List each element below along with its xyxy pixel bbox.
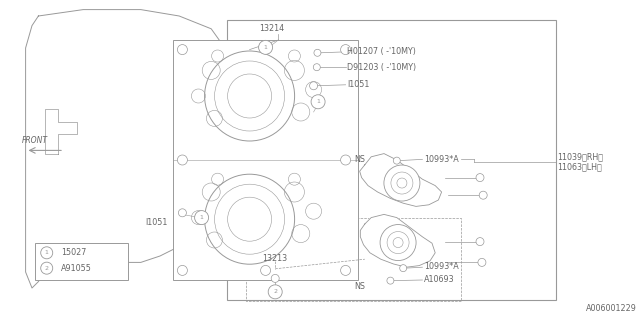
Text: A91055: A91055 <box>61 264 92 273</box>
Text: 13214: 13214 <box>259 24 284 33</box>
Circle shape <box>384 165 420 201</box>
Text: 10993*A: 10993*A <box>424 155 458 164</box>
Text: 2: 2 <box>45 266 49 271</box>
Circle shape <box>380 225 416 260</box>
Bar <box>173 40 358 280</box>
Circle shape <box>340 155 351 165</box>
Circle shape <box>41 262 52 274</box>
Text: I1051: I1051 <box>146 218 168 227</box>
Text: A006001229: A006001229 <box>586 304 637 313</box>
Text: 1: 1 <box>45 250 49 255</box>
Circle shape <box>314 49 321 56</box>
Bar <box>227 20 556 300</box>
Circle shape <box>476 173 484 182</box>
Text: NS: NS <box>354 282 365 291</box>
Text: 11039〈RH〉: 11039〈RH〉 <box>557 152 604 161</box>
Text: 2: 2 <box>273 289 277 294</box>
Text: 1: 1 <box>316 99 320 104</box>
Circle shape <box>314 64 320 71</box>
Circle shape <box>340 265 351 276</box>
Circle shape <box>195 211 209 225</box>
Polygon shape <box>360 214 435 267</box>
Circle shape <box>177 265 188 276</box>
Text: H01207 ( -'10MY): H01207 ( -'10MY) <box>347 47 416 56</box>
Polygon shape <box>360 154 442 206</box>
Circle shape <box>177 44 188 55</box>
Circle shape <box>478 258 486 266</box>
Circle shape <box>387 277 394 284</box>
Text: A10693: A10693 <box>424 276 454 284</box>
Circle shape <box>400 265 406 272</box>
Circle shape <box>260 265 271 276</box>
Circle shape <box>476 237 484 246</box>
Circle shape <box>259 40 273 54</box>
Bar <box>35 243 128 280</box>
Circle shape <box>394 157 400 164</box>
Text: 1: 1 <box>264 45 268 50</box>
Circle shape <box>310 82 317 90</box>
Circle shape <box>205 174 294 264</box>
Text: 15027: 15027 <box>61 248 86 257</box>
Circle shape <box>271 274 279 282</box>
Circle shape <box>268 285 282 299</box>
Circle shape <box>311 95 325 109</box>
Circle shape <box>41 247 52 259</box>
Text: D91203 ( -'10MY): D91203 ( -'10MY) <box>347 63 416 72</box>
Polygon shape <box>26 10 227 288</box>
Circle shape <box>205 51 294 141</box>
Polygon shape <box>45 109 77 154</box>
Text: 1: 1 <box>200 215 204 220</box>
Text: 10993*A: 10993*A <box>424 262 458 271</box>
Circle shape <box>179 209 186 217</box>
Circle shape <box>177 155 188 165</box>
Circle shape <box>340 44 351 55</box>
Text: 13213: 13213 <box>262 254 288 263</box>
Text: I1051: I1051 <box>347 80 369 89</box>
Circle shape <box>479 191 487 199</box>
Text: 11063〈LH〉: 11063〈LH〉 <box>557 162 602 171</box>
Text: FRONT: FRONT <box>22 136 48 145</box>
Text: NS: NS <box>354 156 365 164</box>
